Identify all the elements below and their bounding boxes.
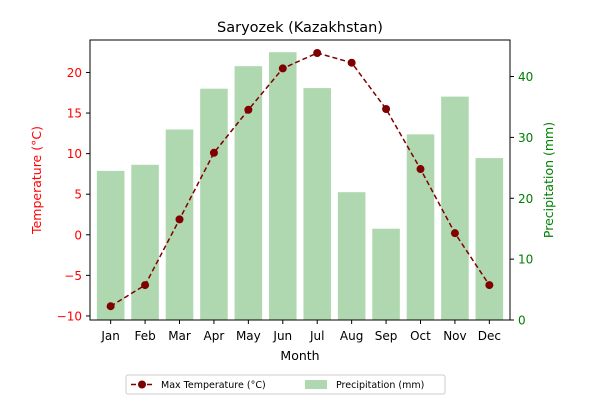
right-y-axis: 0 10 20 30 40 bbox=[510, 70, 533, 328]
legend: Max Temperature (°C) Precipitation (mm) bbox=[125, 374, 446, 395]
temperature-point bbox=[209, 148, 218, 157]
left-y-tick-label: 5 bbox=[74, 188, 82, 202]
x-tick-label: Feb bbox=[134, 329, 155, 343]
chart-title: Saryozek (Kazakhstan) bbox=[217, 20, 383, 36]
temperature-point bbox=[450, 229, 459, 238]
legend-entry-precipitation: Precipitation (mm) bbox=[336, 380, 424, 391]
left-y-axis: −10 −5 0 5 10 15 20 bbox=[57, 66, 90, 323]
x-tick-label: Dec bbox=[478, 329, 501, 343]
legend-box bbox=[125, 374, 446, 395]
plot-frame bbox=[89, 39, 511, 321]
left-y-tick-label: −5 bbox=[64, 269, 82, 283]
right-y-tick-label: 40 bbox=[518, 70, 533, 84]
temperature-point bbox=[278, 64, 287, 73]
left-y-axis-label: Temperature (°C) bbox=[29, 126, 44, 235]
right-y-tick-label: 20 bbox=[518, 192, 533, 206]
precipitation-bar bbox=[303, 88, 331, 320]
x-tick-label: Jun bbox=[272, 329, 292, 343]
x-tick-label: May bbox=[236, 329, 261, 343]
left-y-tick-label: 20 bbox=[67, 66, 82, 80]
precipitation-bar bbox=[165, 129, 194, 320]
legend-bar-swatch bbox=[305, 380, 327, 389]
right-y-tick-label: 0 bbox=[518, 314, 526, 328]
precipitation-bar bbox=[372, 228, 400, 320]
x-tick-label: Mar bbox=[168, 329, 191, 343]
legend-line-marker bbox=[138, 380, 146, 389]
temperature-point bbox=[485, 281, 494, 290]
x-tick-label: Jul bbox=[309, 329, 324, 343]
temperature-point bbox=[416, 165, 425, 174]
legend-entry-temperature: Max Temperature (°C) bbox=[161, 380, 266, 391]
x-tick-label: Nov bbox=[443, 329, 466, 343]
x-tick-label: Jan bbox=[100, 329, 120, 343]
precipitation-bar bbox=[234, 66, 263, 320]
x-axis-label: Month bbox=[280, 348, 319, 363]
precipitation-bar bbox=[131, 164, 159, 320]
left-y-tick-label: 15 bbox=[67, 107, 82, 121]
x-tick-label: Apr bbox=[204, 329, 225, 343]
precipitation-bar bbox=[200, 88, 228, 321]
left-y-tick-label: 10 bbox=[67, 147, 82, 161]
precipitation-bar bbox=[96, 170, 125, 320]
precipitation-bar bbox=[475, 158, 504, 320]
x-tick-label: Aug bbox=[340, 329, 363, 343]
temperature-point bbox=[313, 48, 322, 57]
right-y-axis-label: Precipitation (mm) bbox=[541, 122, 556, 238]
x-tick-label: Oct bbox=[410, 329, 431, 343]
x-axis: Jan Feb Mar Apr May Jun Jul Aug Sep Oct Nov Dec bbox=[100, 320, 501, 343]
precipitation-bar bbox=[269, 52, 297, 320]
precipitation-bars bbox=[96, 52, 504, 321]
temperature-point bbox=[141, 281, 150, 290]
precipitation-bar bbox=[441, 96, 469, 320]
temperature-point bbox=[106, 302, 115, 311]
temperature-point bbox=[382, 104, 391, 113]
precipitation-bar bbox=[406, 134, 435, 320]
precipitation-bar bbox=[337, 192, 366, 320]
temperature-point bbox=[347, 58, 356, 67]
temperature-line bbox=[106, 48, 494, 311]
left-y-tick-label: −10 bbox=[57, 309, 82, 323]
temperature-point bbox=[175, 215, 184, 224]
left-y-tick-label: 0 bbox=[74, 228, 82, 242]
x-tick-label: Sep bbox=[375, 329, 398, 343]
right-y-tick-label: 30 bbox=[518, 131, 533, 145]
right-y-tick-label: 10 bbox=[518, 253, 533, 267]
temperature-point bbox=[244, 105, 253, 114]
